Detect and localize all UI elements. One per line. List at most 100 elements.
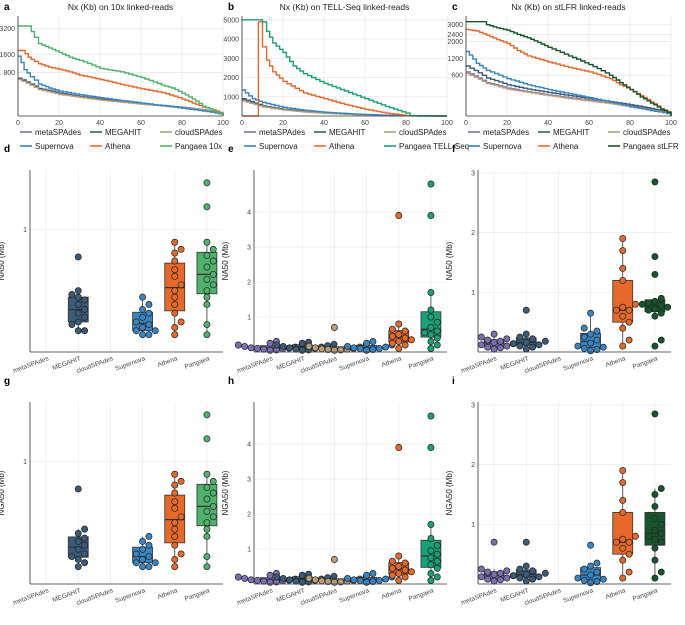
data-point [657,538,665,546]
legend-item: MEGAHIT [538,128,590,137]
legend-label: Athena [553,142,579,151]
data-point [74,327,82,335]
data-point [145,553,153,561]
x-tick-label: 0 [464,120,468,127]
data-point [619,544,627,552]
legend-label: MEGAHIT [329,128,366,137]
data-point [516,333,524,341]
data-point [541,569,549,577]
data-point [427,338,435,345]
panel-letter: i [452,376,455,387]
legend-item: cloudSPAdes [608,128,670,137]
data-point [490,330,498,338]
data-point [651,574,659,582]
data-point [593,568,601,576]
data-point [388,332,396,340]
legend-item: Athena [90,142,131,151]
x-tick-label: cloudSPAdes [75,587,114,607]
data-point [657,529,665,537]
data-point [74,529,82,537]
data-point [484,336,492,344]
data-point [177,477,185,485]
data-point [369,570,377,577]
data-point [503,342,511,350]
legend-label: Pangaea stLFR [623,142,679,151]
data-point [395,444,403,451]
data-point [645,306,653,314]
data-point [645,532,653,540]
data-point [145,533,153,540]
y-tick-label: 600 [451,73,463,80]
panel-letter: b [228,2,234,13]
data-point [632,300,639,308]
x-tick-label: Athena [381,355,403,369]
data-point [395,320,403,328]
data-point [593,578,601,586]
x-tick-label: 100 [441,120,453,127]
data-point [305,574,313,582]
data-point [395,563,403,570]
y-tick-label: 1 [23,459,27,466]
data-point [273,341,281,349]
y-tick-label: 800 [3,70,15,77]
panel-c: c Nx (Kb) on stLFR linked-reads 0 20 40 60 80 1… [447,2,678,151]
x-tick-label: Supernova [562,587,594,604]
data-point [209,245,217,253]
data-point [203,533,211,540]
y-tick-label: 4000 [223,37,239,44]
data-point [247,576,255,584]
x-tick-label: 80 [402,120,410,127]
data-point [171,504,179,512]
x-tick-label: 60 [585,120,593,127]
legend-item: cloudSPAdes [384,128,446,137]
data-point [433,334,441,342]
data-point [427,570,435,577]
data-point [305,342,313,350]
x-tick-label: 60 [137,120,145,127]
data-point [81,525,89,533]
data-point [395,577,403,584]
data-point [74,563,82,571]
data-point [587,571,595,579]
data-point [177,281,185,289]
series-line-athena [18,49,224,116]
data-point [171,470,179,478]
data-point [171,287,179,295]
x-tick-label: metaSPAdes [460,587,498,607]
data-point [619,247,627,255]
data-point [145,541,153,549]
data-point [593,336,601,344]
data-point [234,573,242,581]
y-tick-label: 1 [247,315,251,322]
data-point [203,179,211,187]
data-point [477,573,485,581]
data-point [363,578,371,586]
legend-label: Athena [105,142,131,151]
data-point [477,333,485,341]
data-point [651,410,659,418]
data-point [203,263,211,271]
y-tick-label: 2 [471,462,475,469]
data-point [651,526,659,534]
legend-item: metaSPAdes [468,128,529,137]
data-point [421,329,429,337]
data-point [375,345,383,352]
data-point [651,253,659,260]
data-point [74,301,82,308]
x-tick-label: 80 [178,120,186,127]
data-point [651,342,659,350]
data-point [427,306,435,314]
data-point [74,253,82,261]
data-point [74,309,82,317]
data-point [427,313,435,321]
data-point [74,293,82,301]
data-point [171,324,179,331]
data-point [619,467,627,475]
data-point [625,318,633,326]
data-point [657,485,665,492]
data-point [253,577,261,584]
data-point [292,577,300,585]
data-point [209,257,217,265]
x-tick-label: Pangaea [184,587,211,603]
